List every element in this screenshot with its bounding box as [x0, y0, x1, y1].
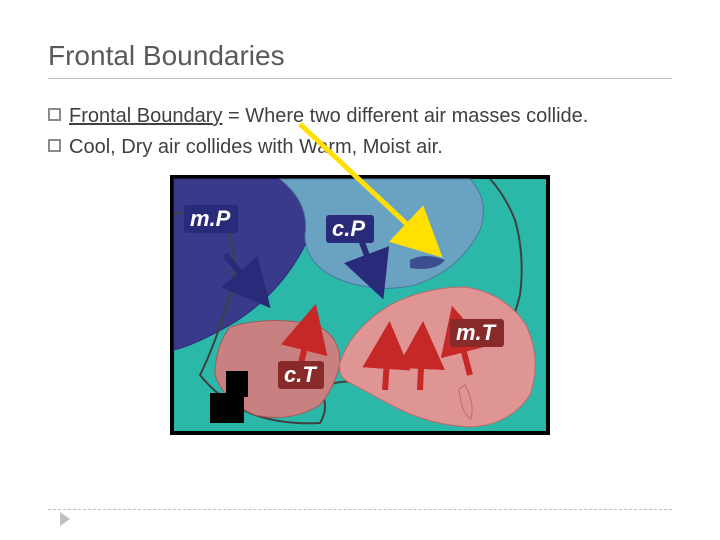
bullet-box-icon	[48, 108, 61, 121]
label-mP: m.P	[184, 205, 238, 233]
footer-triangle-icon	[60, 512, 70, 526]
bullet-term: Frontal Boundary	[69, 105, 222, 127]
footer-divider	[48, 509, 672, 510]
bullet-text: Frontal Boundary = Where two different a…	[69, 103, 588, 130]
bullet-box-icon	[48, 139, 61, 152]
label-mT: m.T	[450, 319, 504, 347]
mask-block	[226, 371, 248, 397]
bullet-rest: = Where two different air masses collide…	[222, 105, 588, 127]
svg-text:m.T: m.T	[456, 320, 497, 345]
bullet-item: Cool, Dry air collides with Warm, Moist …	[48, 134, 672, 161]
slide-title: Frontal Boundaries	[48, 40, 672, 79]
bullet-list: Frontal Boundary = Where two different a…	[48, 103, 672, 161]
bullet-item: Frontal Boundary = Where two different a…	[48, 103, 672, 130]
map-svg: m.P c.P c.T m.T	[170, 175, 550, 435]
svg-text:m.P: m.P	[190, 206, 231, 231]
mask-block	[210, 393, 244, 423]
label-cT: c.T	[278, 361, 324, 389]
air-mass-map: m.P c.P c.T m.T	[170, 175, 550, 435]
bullet-text: Cool, Dry air collides with Warm, Moist …	[69, 134, 443, 161]
slide-body: Frontal Boundaries Frontal Boundary = Wh…	[0, 0, 720, 435]
label-cP: c.P	[326, 215, 374, 243]
svg-text:c.T: c.T	[284, 362, 317, 387]
svg-text:c.P: c.P	[332, 216, 365, 241]
